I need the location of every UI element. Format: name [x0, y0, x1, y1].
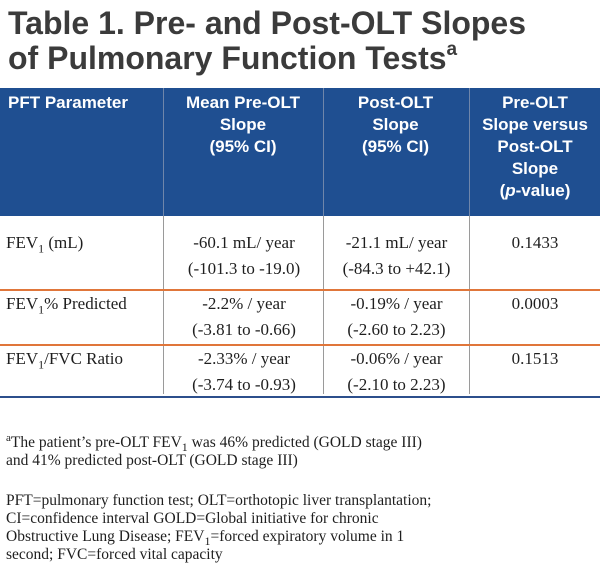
title-footnote-marker: a: [446, 39, 458, 61]
header-pval-italic-p: p: [505, 181, 516, 200]
row-2-post-ci: (-2.60 to 2.23): [347, 320, 446, 339]
body-divider-1: [163, 216, 164, 394]
row-1-pre-slope: -60.1 mL/ year (-101.3 to -19.0): [165, 230, 323, 282]
header-divider-3: [469, 88, 470, 216]
footnote-a-marker: a: [6, 431, 11, 444]
row-3-pre-value: -2.33% / year: [197, 349, 291, 368]
row-2-param-suffix: % Predicted: [44, 294, 127, 313]
table-title: Table 1. Pre- and Post-OLT Slopes of Pul…: [8, 6, 598, 76]
abbr-line-4: second; FVC=forced vital capacity: [6, 546, 223, 563]
abbr-line-3: Obstructive Lung Disease; FEV1=forced ex…: [6, 528, 596, 549]
row-3-param-suffix: /FVC Ratio: [44, 349, 123, 368]
row-3-parameter: FEV1/FVC Ratio: [6, 346, 123, 372]
row-3-pre-ci: (-3.74 to -0.93): [192, 375, 296, 394]
footnote-a: aThe patient’s pre-OLT FEV1 was 46% pred…: [6, 431, 596, 470]
row-3-pre-slope: -2.33% / year (-3.74 to -0.93): [165, 346, 323, 398]
row-2-pre-slope: -2.2% / year (-3.81 to -0.66): [165, 291, 323, 343]
header-post-line-1: Post-OLT: [357, 93, 434, 112]
row-1-pre-value: -60.1 mL/ year: [193, 233, 295, 252]
row-1-pre-ci: (-101.3 to -19.0): [187, 259, 301, 278]
header-pval-line-1: Pre-OLT: [502, 93, 568, 112]
title-line-2: of Pulmonary Function Testsa: [8, 39, 598, 76]
row-3-param-sub: 1: [38, 357, 45, 372]
table-row: FEV1/FVC Ratio -2.33% / year (-3.74 to -…: [0, 346, 600, 394]
table-row: FEV1% Predicted -2.2% / year (-3.81 to -…: [0, 291, 600, 345]
row-2-param-prefix: FEV: [6, 294, 39, 313]
row-1-pvalue: 0.1433: [511, 233, 559, 252]
row-3-post-slope: -0.06% / year (-2.10 to 2.23): [323, 346, 470, 398]
abbr-line-3-sub: 1: [204, 534, 211, 549]
row-1-post-value: -21.1 mL/ year: [345, 233, 448, 252]
header-post-line-3: (95% CI): [361, 137, 430, 156]
row-2-param-sub: 1: [38, 302, 45, 317]
row-3-param-prefix: FEV: [6, 349, 39, 368]
title-line-1: Table 1. Pre- and Post-OLT Slopes: [8, 5, 527, 41]
footnote-a-text-1: The patient’s pre-OLT FEV: [10, 434, 182, 451]
title-line-2-text: of Pulmonary Function Tests: [8, 40, 447, 76]
footnote-a-line-2: and 41% predicted post-OLT (GOLD stage I…: [6, 452, 298, 469]
table-header: PFT Parameter Mean Pre-OLT Slope (95% CI…: [0, 88, 600, 216]
header-pft-parameter: PFT Parameter: [8, 88, 163, 216]
header-divider-1: [163, 88, 164, 216]
row-3-post-value: -0.06% / year: [350, 349, 443, 368]
row-divider-1: [0, 289, 600, 291]
row-1-post-slope: -21.1 mL/ year (-84.3 to +42.1): [323, 230, 470, 282]
body-divider-2: [323, 216, 324, 394]
row-divider-2: [0, 344, 600, 346]
header-pval-line-3: Post-OLT: [497, 137, 573, 156]
row-2-pre-ci: (-3.81 to -0.66): [192, 320, 296, 339]
header-pre-line-2: Slope: [219, 115, 267, 134]
header-pre-line-3: (95% CI): [209, 137, 277, 156]
header-pval-line-2: Slope versus: [482, 115, 588, 134]
table-bottom-rule: [0, 396, 600, 398]
header-post-line-2: Slope: [372, 115, 419, 134]
header-pval-line-5: (p-value): [470, 180, 600, 202]
body-divider-3: [469, 216, 470, 394]
footnote-a-sub: 1: [181, 440, 188, 455]
row-2-pvalue: 0.0003: [511, 294, 559, 313]
row-1-param-sub: 1: [38, 241, 45, 256]
abbr-line-3-pre: Obstructive Lung Disease; FEV: [6, 528, 205, 545]
abbr-line-2: CI=confidence interval GOLD=Global initi…: [6, 510, 379, 527]
header-pval-close: -value): [515, 181, 571, 200]
header-pvalue: Pre-OLT Slope versus Post-OLT Slope (p-v…: [470, 88, 600, 216]
row-2-post-value: -0.19% / year: [350, 294, 443, 313]
footnote-a-line-1: aThe patient’s pre-OLT FEV1 was 46% pred…: [6, 431, 596, 455]
footnote-a-text-2: was 46% predicted (GOLD stage III): [187, 434, 422, 451]
row-1-parameter: FEV1 (mL): [6, 230, 83, 256]
abbr-line-1: PFT=pulmonary function test; OLT=orthoto…: [6, 492, 432, 509]
row-1-param-suffix: (mL): [44, 233, 84, 252]
header-mean-pre-olt-slope: Mean Pre-OLT Slope (95% CI): [163, 88, 323, 216]
header-pre-line-1: Mean Pre-OLT: [186, 93, 300, 112]
header-pval-line-4: Slope: [511, 159, 559, 178]
row-2-post-slope: -0.19% / year (-2.60 to 2.23): [323, 291, 470, 343]
row-3-post-ci: (-2.10 to 2.23): [347, 375, 446, 394]
row-2-pre-value: -2.2% / year: [202, 294, 286, 313]
row-1-param-prefix: FEV: [6, 233, 39, 252]
header-pval-open: (: [499, 181, 506, 200]
header-divider-2: [323, 88, 324, 216]
row-3-pvalue: 0.1513: [511, 349, 559, 368]
pft-slopes-table: PFT Parameter Mean Pre-OLT Slope (95% CI…: [0, 88, 600, 398]
row-1-post-ci: (-84.3 to +42.1): [342, 259, 451, 278]
table-row: FEV1 (mL) -60.1 mL/ year (-101.3 to -19.…: [0, 230, 600, 290]
footnote-abbreviations: PFT=pulmonary function test; OLT=orthoto…: [6, 492, 596, 564]
abbr-line-3-post: =forced expiratory volume in 1: [210, 528, 405, 545]
row-2-parameter: FEV1% Predicted: [6, 291, 127, 317]
header-pft-parameter-line: PFT Parameter: [8, 93, 128, 112]
header-post-olt-slope: Post-OLT Slope (95% CI): [323, 88, 468, 216]
